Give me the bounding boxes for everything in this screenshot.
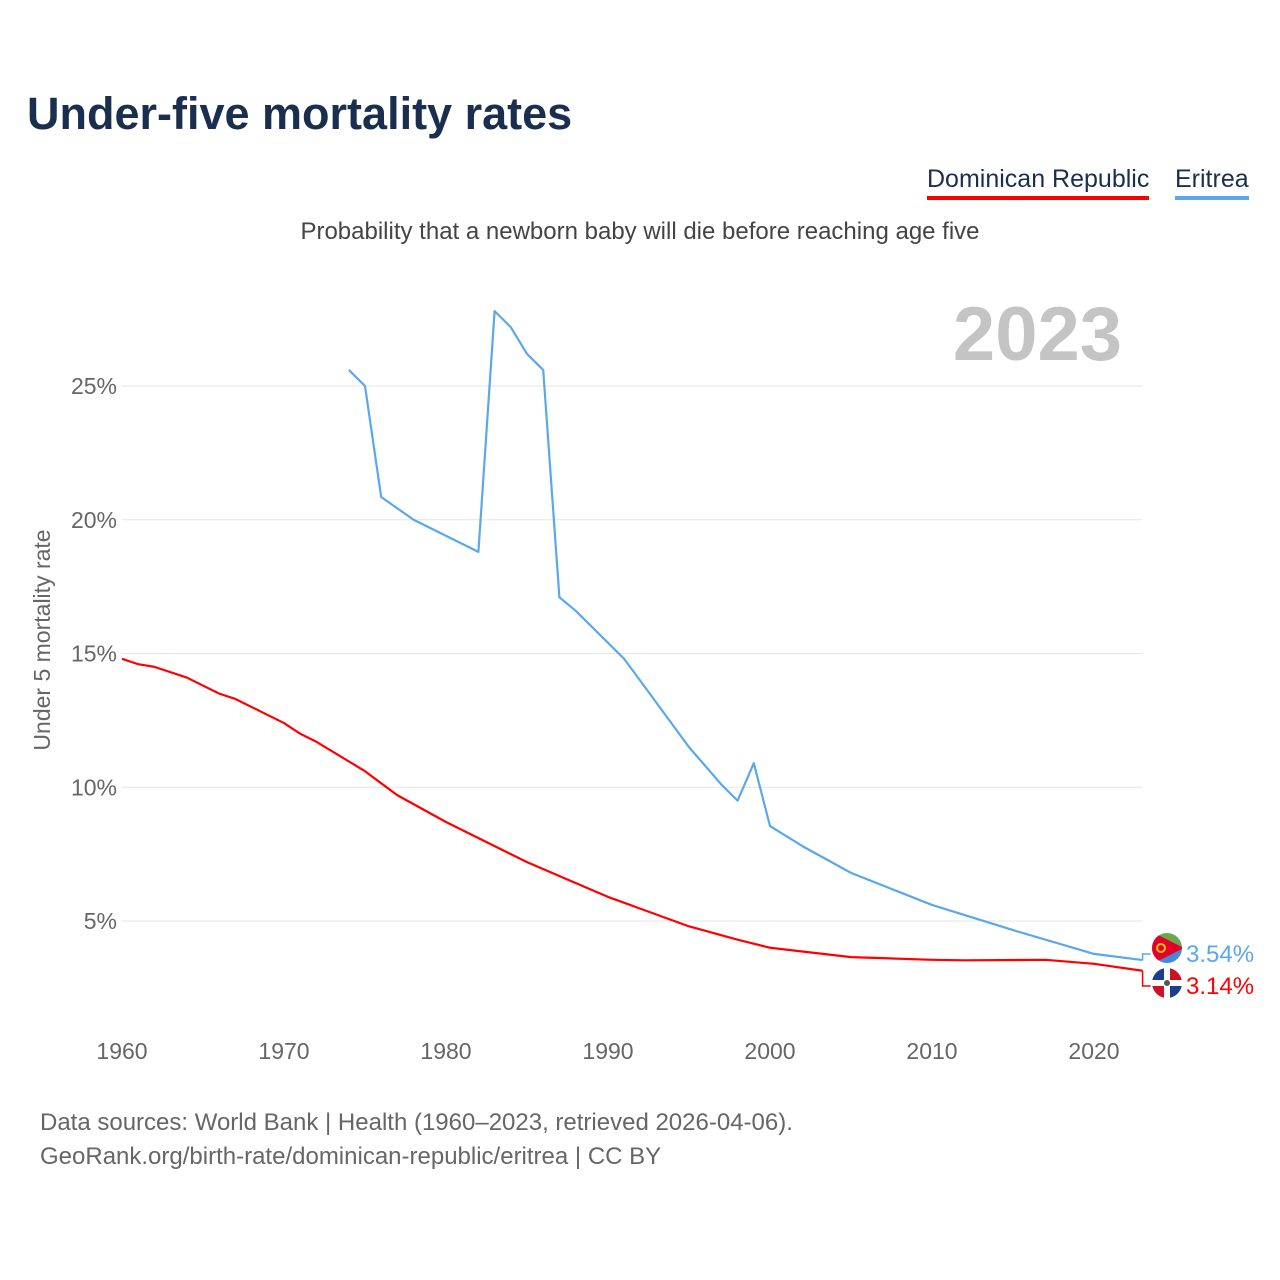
series-line-dominican-republic (121, 657, 1143, 972)
x-tick-label: 2000 (744, 1038, 795, 1064)
y-tick-label: 25% (71, 373, 117, 399)
y-tick-label: 10% (71, 774, 117, 800)
x-tick-label: 1980 (420, 1038, 471, 1064)
y-tick-label: 5% (84, 908, 117, 934)
chart-title: Under-five mortality rates (27, 88, 573, 139)
x-tick-label: 1970 (258, 1038, 309, 1064)
connector-line (1141, 970, 1151, 987)
chart-subtitle: Probability that a newborn baby will die… (300, 218, 980, 245)
source-link[interactable]: GeoRank.org/birth-rate/dominican-republi… (40, 1143, 662, 1170)
footer: Data sources: World Bank | Health (1960–… (40, 1106, 793, 1174)
connector-line (1141, 953, 1151, 961)
y-tick-label: 15% (71, 641, 117, 667)
legend-dominican-republic[interactable]: Dominican Republic (927, 165, 1150, 200)
year-label: 2023 (953, 292, 1122, 377)
x-tick-label: 1960 (96, 1038, 147, 1064)
eritrea-flag-icon (1152, 933, 1182, 963)
data-source: Data sources: World Bank | Health (1960–… (40, 1109, 793, 1136)
end-value-label: 3.54% (1186, 941, 1254, 968)
x-tick-label: 2020 (1068, 1038, 1119, 1064)
series-line-eritrea (348, 310, 1143, 962)
y-axis-label: Under 5 mortality rate (29, 529, 55, 750)
x-tick-label: 1990 (582, 1038, 633, 1064)
x-tick-label: 2010 (906, 1038, 957, 1064)
end-value-label: 3.14% (1186, 973, 1254, 1000)
dominican-republic-flag-icon (1152, 968, 1182, 998)
legend-eritrea[interactable]: Eritrea (1175, 165, 1249, 200)
y-tick-label: 20% (71, 507, 117, 533)
